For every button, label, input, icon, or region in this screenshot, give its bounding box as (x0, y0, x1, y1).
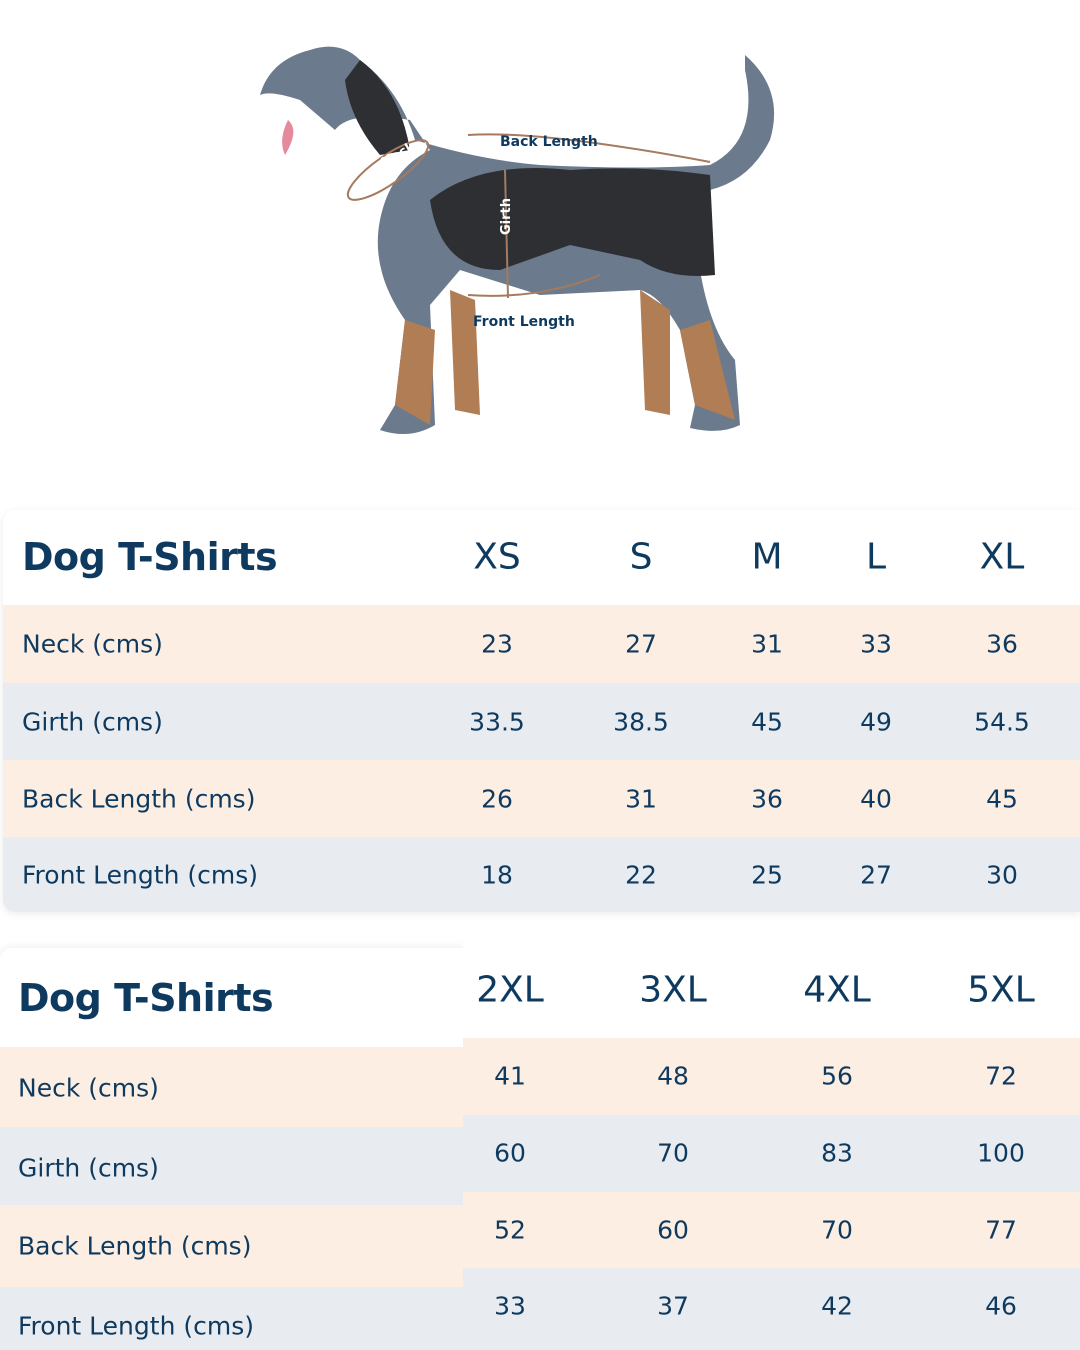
size-table-2-values: 2XL 3XL 4XL 5XL 41 48 56 72 60 70 83 100 52 60 70 77 33 3… (463, 940, 1080, 1350)
table-cell: 33 (494, 1291, 526, 1321)
table-cell: 45 (986, 784, 1018, 814)
row-label: Back Length (cms) (18, 1231, 252, 1261)
row-label: Neck (cms) (22, 629, 163, 659)
size-header-S: S (629, 536, 653, 578)
table-row: Neck (cms) 23 27 31 33 36 (3, 605, 1080, 683)
size-header-L: L (865, 536, 887, 578)
size-header-5XL: 5XL (967, 969, 1035, 1011)
table-row: 33 37 42 46 (463, 1268, 1080, 1350)
table-row: Front Length (cms) 18 22 25 27 30 (3, 837, 1080, 912)
table-cell: 33.5 (469, 707, 525, 737)
dog-icon (260, 46, 775, 435)
table-cell: 41 (494, 1061, 526, 1091)
table-cell: 30 (986, 860, 1018, 889)
table-row: 60 70 83 100 (463, 1115, 1080, 1192)
table-cell: 36 (751, 784, 783, 814)
table-cell: 23 (481, 629, 513, 659)
table-row: 52 60 70 77 (463, 1192, 1080, 1269)
table-cell: 40 (860, 784, 892, 814)
table-row: Girth (cms) (0, 1127, 463, 1209)
table-cell: 22 (625, 860, 657, 889)
table-title: Dog T-Shirts (18, 976, 274, 1020)
table-row: Neck (cms) (0, 1047, 463, 1129)
table-cell: 27 (860, 860, 892, 889)
table-row: Front Length (cms) (0, 1287, 463, 1350)
size-header-3XL: 3XL (639, 969, 707, 1011)
table-row: 41 48 56 72 (463, 1038, 1080, 1115)
table-cell: 72 (985, 1061, 1017, 1091)
table-cell: 18 (481, 860, 513, 889)
row-label: Back Length (cms) (22, 784, 256, 814)
size-header-4XL: 4XL (803, 969, 871, 1011)
size-table-2-labels: Dog T-Shirts Neck (cms) Girth (cms) Back Le… (0, 948, 463, 1350)
table-cell: 42 (821, 1291, 853, 1321)
table-cell: 33 (860, 629, 892, 659)
table-cell: 46 (985, 1291, 1017, 1321)
table-cell: 25 (751, 860, 783, 889)
table-cell: 54.5 (974, 707, 1030, 737)
row-label: Front Length (cms) (18, 1311, 254, 1341)
table-cell: 70 (821, 1215, 853, 1245)
table-cell: 100 (977, 1138, 1025, 1168)
table-cell: 70 (657, 1138, 689, 1168)
table-cell: 45 (751, 707, 783, 737)
girth-label: Girth (499, 198, 514, 235)
table-cell: 26 (481, 784, 513, 814)
table-cell: 31 (625, 784, 657, 814)
table-cell: 52 (494, 1215, 526, 1245)
table-title: Dog T-Shirts (22, 535, 278, 579)
row-label: Neck (cms) (18, 1073, 159, 1103)
front-length-label: Front Length (473, 314, 575, 330)
table-cell: 83 (821, 1138, 853, 1168)
table-cell: 49 (860, 707, 892, 737)
table-cell: 38.5 (613, 707, 669, 737)
size-header-2XL: 2XL (476, 969, 544, 1011)
row-label: Girth (cms) (22, 707, 163, 737)
size-header-M: M (751, 536, 783, 578)
table-row: Back Length (cms) 26 31 36 40 45 (3, 760, 1080, 838)
table-cell: 60 (494, 1138, 526, 1168)
table-row: Back Length (cms) (0, 1205, 463, 1287)
back-length-label: Back Length (500, 134, 598, 150)
table-cell: 31 (751, 629, 783, 659)
table-cell: 77 (985, 1215, 1017, 1245)
table-cell: 27 (625, 629, 657, 659)
row-label: Front Length (cms) (22, 860, 258, 889)
size-header-XL: XL (979, 536, 1025, 578)
table-cell: 48 (657, 1061, 689, 1091)
table-cell: 56 (821, 1061, 853, 1091)
size-header-XS: XS (473, 536, 521, 578)
table-row: Girth (cms) 33.5 38.5 45 49 54.5 (3, 683, 1080, 761)
table-cell: 60 (657, 1215, 689, 1245)
table-cell: 37 (657, 1291, 689, 1321)
row-label: Girth (cms) (18, 1153, 159, 1183)
size-table-1: Dog T-Shirts XS S M L XL Neck (cms) 23 27 31 33 36 G… (3, 510, 1080, 912)
table-cell: 36 (986, 629, 1018, 659)
dog-measurement-illustration: Neck Back Length Girth Front Length (260, 46, 775, 435)
